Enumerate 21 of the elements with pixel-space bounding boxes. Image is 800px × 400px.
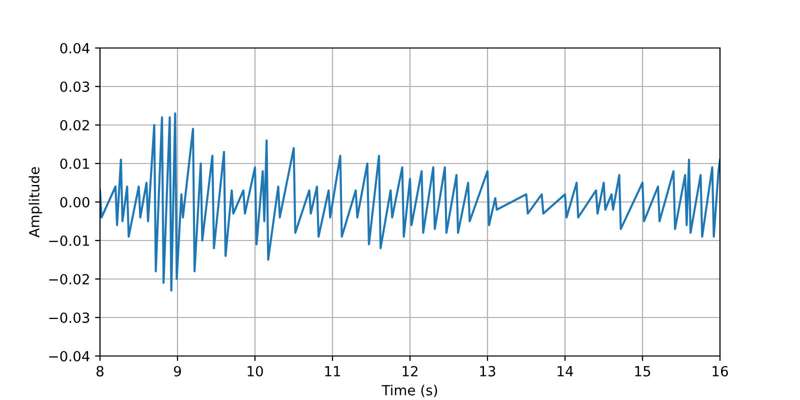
y-tick-label: −0.04 (49, 350, 90, 362)
x-tick-label: 11 (325, 366, 340, 376)
x-tick-label: 12 (402, 366, 418, 376)
y-tick-label: 0.04 (60, 42, 90, 54)
line-series (100, 112, 720, 292)
y-tick-label: −0.03 (49, 312, 90, 323)
x-tick-label: 16 (712, 366, 728, 376)
x-axis-title: Time (s) (382, 384, 438, 398)
y-tick-label: 0.03 (60, 81, 90, 92)
x-tick-label: 8 (96, 366, 104, 376)
x-tick-label: 15 (635, 366, 650, 376)
y-tick-label: −0.01 (49, 235, 89, 246)
y-tick-label: 0.02 (60, 120, 89, 130)
y-tick-label: −0.02 (49, 274, 89, 284)
y-axis-title: Amplitude (28, 167, 42, 238)
y-tick-label: 0.01 (60, 158, 89, 169)
x-tick-label: 9 (174, 366, 181, 376)
x-tick-label: 10 (248, 366, 263, 376)
y-tick-label: 0.00 (60, 196, 90, 208)
x-tick-label: 13 (480, 366, 496, 376)
x-tick-label: 14 (558, 366, 574, 376)
